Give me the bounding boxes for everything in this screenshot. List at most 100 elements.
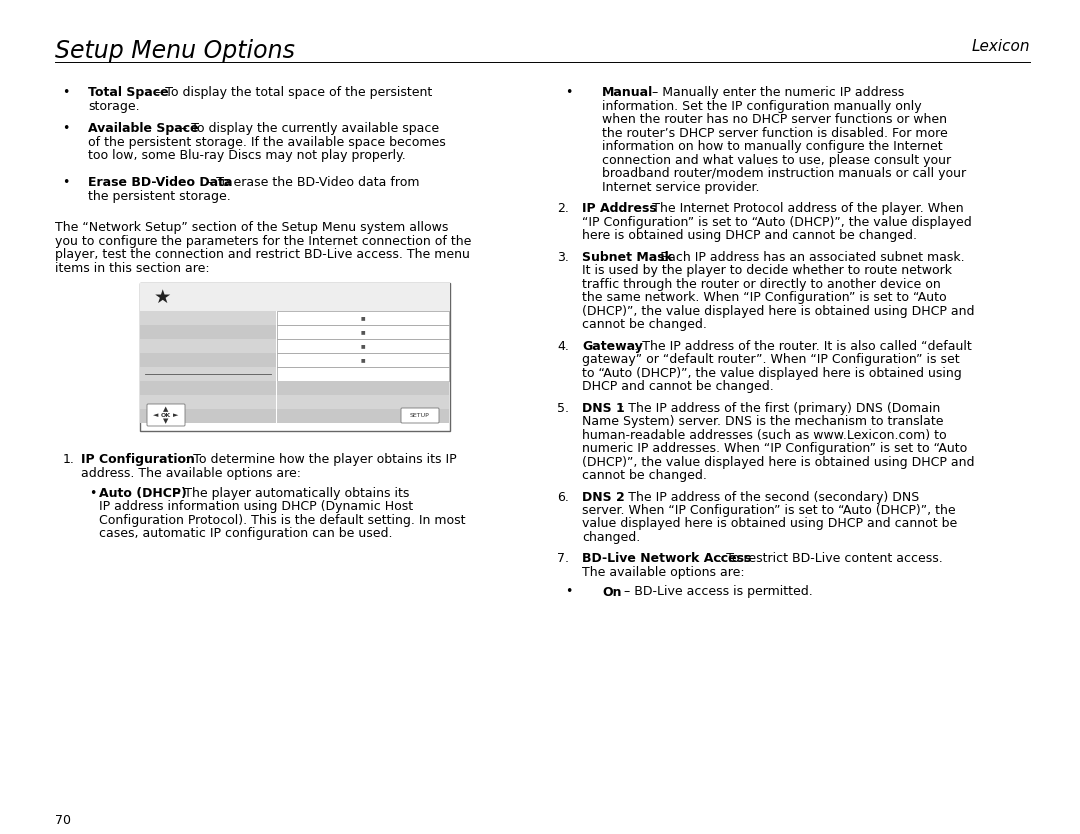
- Text: (DHCP)”, the value displayed here is obtained using DHCP and: (DHCP)”, the value displayed here is obt…: [582, 455, 974, 469]
- Text: changed.: changed.: [582, 531, 640, 544]
- Text: The “Network Setup” section of the Setup Menu system allows: The “Network Setup” section of the Setup…: [55, 221, 448, 234]
- Text: IP Address: IP Address: [582, 202, 657, 215]
- Text: Name System) server. DNS is the mechanism to translate: Name System) server. DNS is the mechanis…: [582, 415, 944, 428]
- Text: Subnet Mask: Subnet Mask: [582, 250, 673, 264]
- Text: cannot be changed.: cannot be changed.: [582, 469, 707, 482]
- Bar: [278, 325, 449, 339]
- Text: ■: ■: [361, 315, 365, 320]
- Text: 2.: 2.: [557, 202, 569, 215]
- Text: Available Space: Available Space: [87, 123, 199, 135]
- Text: : The IP address of the first (primary) DNS (Domain: : The IP address of the first (primary) …: [620, 401, 941, 414]
- FancyBboxPatch shape: [401, 408, 438, 423]
- Bar: [278, 381, 449, 395]
- Text: – The player automatically obtains its: – The player automatically obtains its: [170, 487, 409, 500]
- Text: It is used by the player to decide whether to route network: It is used by the player to decide wheth…: [582, 264, 951, 277]
- Text: •: •: [89, 487, 96, 500]
- Text: 3.: 3.: [557, 250, 569, 264]
- Text: human-readable addresses (such as www.Lexicon.com) to: human-readable addresses (such as www.Le…: [582, 429, 947, 441]
- Text: OK: OK: [161, 413, 171, 418]
- Text: – To erase the BD-Video data from: – To erase the BD-Video data from: [202, 177, 419, 189]
- Text: Auto (DHCP): Auto (DHCP): [99, 487, 187, 500]
- Text: ■: ■: [361, 344, 365, 349]
- Text: •: •: [565, 86, 572, 99]
- Text: : Each IP address has an associated subnet mask.: : Each IP address has an associated subn…: [652, 250, 964, 264]
- Text: connection and what values to use, please consult your: connection and what values to use, pleas…: [602, 153, 951, 167]
- Bar: [278, 311, 449, 325]
- Text: 5.: 5.: [557, 401, 569, 414]
- Text: •: •: [565, 585, 572, 599]
- Text: Gateway: Gateway: [582, 339, 643, 353]
- Text: address. The available options are:: address. The available options are:: [81, 466, 301, 480]
- Text: Setup Menu Options: Setup Menu Options: [55, 39, 295, 63]
- Text: •: •: [62, 86, 69, 99]
- Text: traffic through the router or directly to another device on: traffic through the router or directly t…: [582, 278, 941, 290]
- Text: items in this section are:: items in this section are:: [55, 262, 210, 274]
- Text: the persistent storage.: the persistent storage.: [87, 190, 231, 203]
- Text: 4.: 4.: [557, 339, 569, 353]
- Text: Lexicon: Lexicon: [972, 39, 1030, 54]
- FancyBboxPatch shape: [147, 404, 185, 426]
- Text: gateway” or “default router”. When “IP Configuration” is set: gateway” or “default router”. When “IP C…: [582, 353, 960, 366]
- Text: information. Set the IP configuration manually only: information. Set the IP configuration ma…: [602, 99, 921, 113]
- Text: Erase BD-Video Data: Erase BD-Video Data: [87, 177, 232, 189]
- Bar: [278, 353, 449, 367]
- Bar: [140, 325, 276, 339]
- Bar: [140, 409, 276, 423]
- Text: ►: ►: [173, 412, 178, 418]
- Bar: [140, 367, 276, 381]
- Text: DNS 1: DNS 1: [582, 401, 624, 414]
- Bar: [278, 395, 449, 409]
- Text: On: On: [602, 585, 621, 599]
- Text: ▲: ▲: [163, 406, 168, 412]
- Text: – BD-Live access is permitted.: – BD-Live access is permitted.: [620, 585, 813, 599]
- Text: the same network. When “IP Configuration” is set to “Auto: the same network. When “IP Configuration…: [582, 291, 947, 304]
- Text: when the router has no DHCP server functions or when: when the router has no DHCP server funct…: [602, 113, 947, 126]
- Text: 1.: 1.: [63, 453, 75, 466]
- Text: server. When “IP Configuration” is set to “Auto (DHCP)”, the: server. When “IP Configuration” is set t…: [582, 504, 956, 517]
- Text: – To display the currently available space: – To display the currently available spa…: [177, 123, 440, 135]
- Text: The available options are:: The available options are:: [582, 566, 744, 579]
- Text: numeric IP addresses. When “IP Configuration” is set to “Auto: numeric IP addresses. When “IP Configura…: [582, 442, 968, 455]
- Text: Total Space: Total Space: [87, 86, 168, 99]
- Text: •: •: [62, 177, 69, 189]
- Text: information on how to manually configure the Internet: information on how to manually configure…: [602, 140, 943, 153]
- Text: the router’s DHCP server function is disabled. For more: the router’s DHCP server function is dis…: [602, 127, 948, 139]
- Text: SETUP: SETUP: [410, 413, 430, 418]
- Text: : To determine how the player obtains its IP: : To determine how the player obtains it…: [185, 453, 457, 466]
- Text: value displayed here is obtained using DHCP and cannot be: value displayed here is obtained using D…: [582, 518, 957, 530]
- Text: ★: ★: [153, 288, 171, 307]
- Text: DNS 2: DNS 2: [582, 490, 624, 504]
- Text: broadband router/modem instruction manuals or call your: broadband router/modem instruction manua…: [602, 167, 967, 180]
- Text: cases, automatic IP configuration can be used.: cases, automatic IP configuration can be…: [99, 527, 392, 540]
- Text: – To display the total space of the persistent: – To display the total space of the pers…: [151, 86, 432, 99]
- Text: you to configure the parameters for the Internet connection of the: you to configure the parameters for the …: [55, 234, 471, 248]
- Text: cannot be changed.: cannot be changed.: [582, 318, 707, 331]
- Text: IP Configuration: IP Configuration: [81, 453, 194, 466]
- Bar: [140, 311, 276, 325]
- Text: too low, some Blu-ray Discs may not play properly.: too low, some Blu-ray Discs may not play…: [87, 149, 406, 163]
- Text: Configuration Protocol). This is the default setting. In most: Configuration Protocol). This is the def…: [99, 514, 465, 527]
- Text: 7.: 7.: [557, 552, 569, 565]
- Text: ▼: ▼: [163, 418, 168, 424]
- Text: to “Auto (DHCP)”, the value displayed here is obtained using: to “Auto (DHCP)”, the value displayed he…: [582, 366, 962, 379]
- Text: of the persistent storage. If the available space becomes: of the persistent storage. If the availa…: [87, 136, 446, 149]
- Text: ■: ■: [361, 358, 365, 363]
- Bar: [278, 409, 449, 423]
- Text: IP address information using DHCP (Dynamic Host: IP address information using DHCP (Dynam…: [99, 500, 414, 513]
- Text: •: •: [62, 123, 69, 135]
- Text: (DHCP)”, the value displayed here is obtained using DHCP and: (DHCP)”, the value displayed here is obt…: [582, 304, 974, 318]
- Text: ◄: ◄: [153, 412, 159, 418]
- Text: ■: ■: [361, 329, 365, 334]
- Bar: [140, 353, 276, 367]
- Text: player, test the connection and restrict BD-Live access. The menu: player, test the connection and restrict…: [55, 248, 470, 261]
- Text: : The IP address of the router. It is also called “default: : The IP address of the router. It is al…: [634, 339, 972, 353]
- Text: : The IP address of the second (secondary) DNS: : The IP address of the second (secondar…: [620, 490, 919, 504]
- Bar: [278, 367, 449, 381]
- Bar: [140, 339, 276, 353]
- Text: : To restrict BD-Live content access.: : To restrict BD-Live content access.: [718, 552, 943, 565]
- Bar: [140, 395, 276, 409]
- Text: storage.: storage.: [87, 99, 139, 113]
- Bar: [140, 283, 450, 311]
- Bar: [140, 283, 450, 431]
- Text: 6.: 6.: [557, 490, 569, 504]
